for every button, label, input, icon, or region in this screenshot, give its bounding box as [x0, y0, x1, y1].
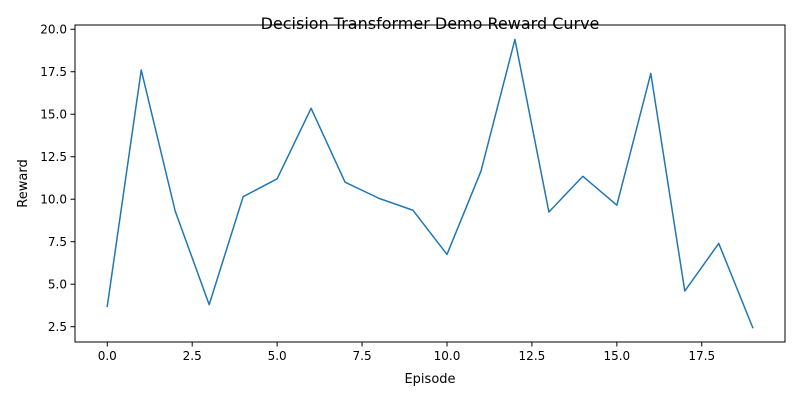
y-tick-label: 10.0: [40, 193, 67, 207]
y-tick-label: 20.0: [40, 23, 67, 37]
x-tick-label: 2.5: [183, 349, 202, 363]
x-tick-label: 12.5: [519, 349, 546, 363]
chart-title: Decision Transformer Demo Reward Curve: [261, 14, 600, 33]
x-tick-label: 10.0: [434, 349, 461, 363]
y-axis-title: Reward: [16, 159, 31, 207]
x-axis-title: Episode: [404, 372, 455, 387]
y-tick-label: 2.5: [48, 320, 67, 334]
x-axis: 0.0 2.5 5.0 7.5 10.0 12.5 15.0 17.5: [98, 342, 715, 363]
y-tick-label: 12.5: [40, 150, 67, 164]
y-tick-label: 17.5: [40, 65, 67, 79]
y-axis: 2.5 5.0 7.5 10.0 12.5 15.0 17.5 20.0: [40, 23, 75, 334]
plot-area-frame: [74, 24, 786, 343]
series-line-0: [106, 38, 754, 329]
x-tick-label: 17.5: [688, 349, 715, 363]
y-tick-label: 5.0: [48, 278, 67, 292]
x-tick-label: 0.0: [98, 349, 117, 363]
y-tick-label: 7.5: [48, 235, 67, 249]
x-tick-label: 5.0: [268, 349, 287, 363]
x-tick-label: 15.0: [603, 349, 630, 363]
y-tick-label: 15.0: [40, 108, 67, 122]
x-tick-label: 7.5: [353, 349, 372, 363]
series-layer: [106, 38, 754, 329]
